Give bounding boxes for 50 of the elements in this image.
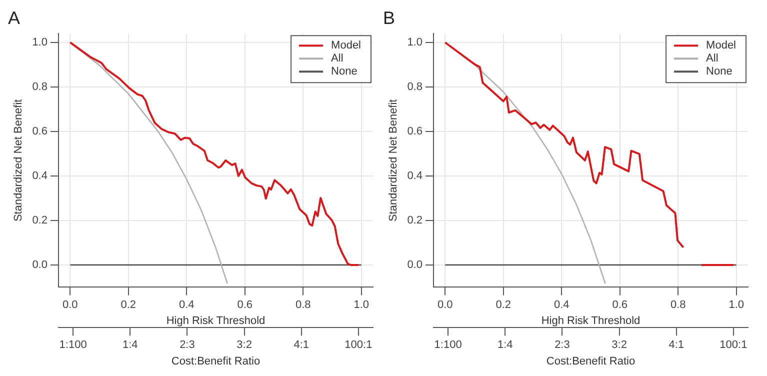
x-tick-label: 0.4 [554, 298, 570, 311]
text: 4:1 [294, 339, 310, 352]
chart-title: A [8, 8, 20, 28]
y-tick-label: 0.2 [407, 214, 422, 226]
legend-label: Model [331, 40, 362, 52]
x-tick-label: 0.0 [437, 298, 453, 311]
x2-axis-title: Cost:Benefit Ratio [171, 355, 260, 368]
text: 2:3 [554, 339, 570, 352]
x-tick-label: 0.6 [237, 298, 253, 311]
x-tick-label: 0.8 [295, 298, 311, 311]
y-tick-label: 0.4 [407, 170, 422, 182]
text: 1:100 [434, 339, 462, 352]
x-tick-label: 0.8 [670, 298, 686, 311]
text: 100:1 [720, 339, 748, 352]
x-tick-label: 0.4 [178, 298, 194, 311]
text: 3:2 [612, 339, 627, 352]
legend-label: None [706, 66, 732, 78]
y-tick-label: 0.0 [32, 258, 48, 271]
y-tick-label: 0.8 [407, 81, 422, 94]
text: 1:4 [122, 339, 138, 352]
y-axis-title: Standardized Net Benefit [12, 99, 25, 222]
text: 4:1 [668, 339, 684, 352]
y-axis-title: Standardized Net Benefit [388, 99, 400, 222]
text: 3:2 [236, 339, 252, 352]
x-axis-title: High Risk Threshold [166, 315, 266, 328]
x-axis-title: High Risk Threshold [541, 315, 640, 328]
x-tick-label: 0.0 [62, 298, 78, 311]
text: 2:3 [180, 339, 195, 352]
y-tick-label: 0.8 [32, 81, 48, 94]
y-tick-label: 0.0 [407, 258, 422, 271]
y-tick-label: 1.0 [32, 36, 48, 49]
x-tick-label: 0.2 [120, 298, 136, 311]
legend-label: All [331, 52, 344, 65]
text: 1:100 [59, 339, 87, 352]
y-tick-label: 0.2 [32, 214, 48, 226]
chart-title: B [383, 8, 396, 28]
x2-axis-title: Cost:Benefit Ratio [546, 355, 636, 368]
legend-label: All [706, 52, 718, 65]
x-tick-label: 1.0 [354, 298, 369, 311]
text: 1:4 [497, 339, 513, 352]
y-tick-label: 0.6 [32, 126, 48, 138]
x-tick-label: 1.0 [728, 298, 744, 311]
legend-label: Model [706, 40, 736, 52]
y-tick-label: 0.4 [32, 170, 48, 182]
x-tick-label: 0.2 [496, 298, 512, 311]
text: 100:1 [344, 339, 372, 352]
legend-label: None [331, 66, 358, 78]
y-tick-label: 0.6 [407, 126, 422, 138]
y-tick-label: 1.0 [407, 36, 422, 49]
x-tick-label: 0.6 [612, 298, 628, 311]
